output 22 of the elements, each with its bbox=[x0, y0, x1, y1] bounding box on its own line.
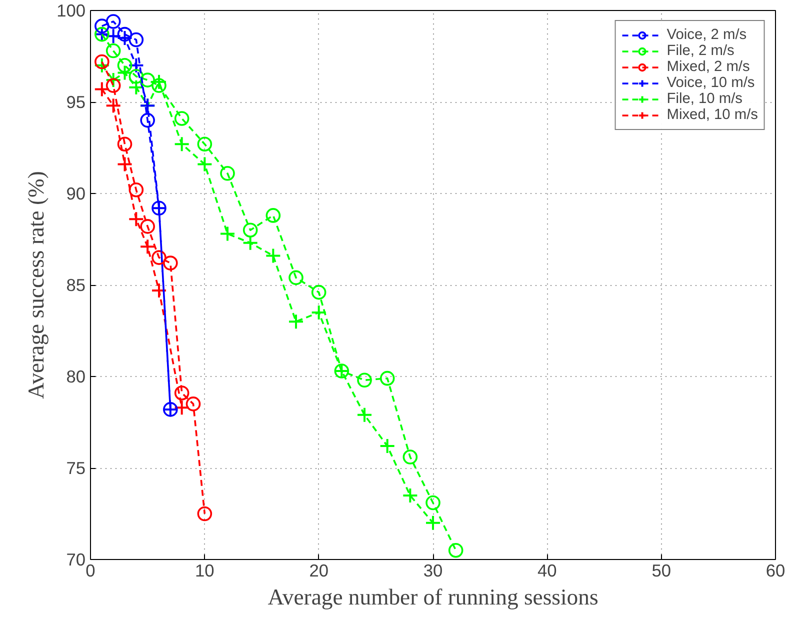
x-tick-label: 10 bbox=[195, 560, 214, 580]
x-tick-label: 50 bbox=[652, 560, 671, 580]
y-tick-label: 100 bbox=[56, 0, 86, 20]
legend-label: Mixed, 10 m/s bbox=[666, 107, 758, 123]
y-axis-title: Average success rate (%) bbox=[24, 171, 49, 399]
y-tick-label: 70 bbox=[66, 550, 86, 570]
x-tick-label: 40 bbox=[538, 560, 557, 580]
legend-label: File, 2 m/s bbox=[666, 43, 734, 59]
legend-label: Voice, 10 m/s bbox=[666, 75, 755, 91]
y-tick-label: 95 bbox=[66, 92, 86, 112]
x-axis-title: Average number of running sessions bbox=[268, 584, 598, 610]
legend-label: Mixed, 2 m/s bbox=[666, 59, 750, 75]
y-tick-label: 80 bbox=[66, 366, 86, 386]
x-tick-label: 20 bbox=[309, 560, 328, 580]
y-tick-label: 90 bbox=[66, 184, 86, 204]
legend-label: File, 10 m/s bbox=[666, 91, 743, 107]
x-tick-label: 30 bbox=[423, 560, 443, 580]
legend-label: Voice, 2 m/s bbox=[666, 27, 747, 43]
y-tick-label: 85 bbox=[66, 275, 86, 295]
y-tick-label: 75 bbox=[66, 458, 86, 478]
x-tick-label: 0 bbox=[86, 560, 96, 580]
x-tick-label: 60 bbox=[766, 560, 786, 580]
